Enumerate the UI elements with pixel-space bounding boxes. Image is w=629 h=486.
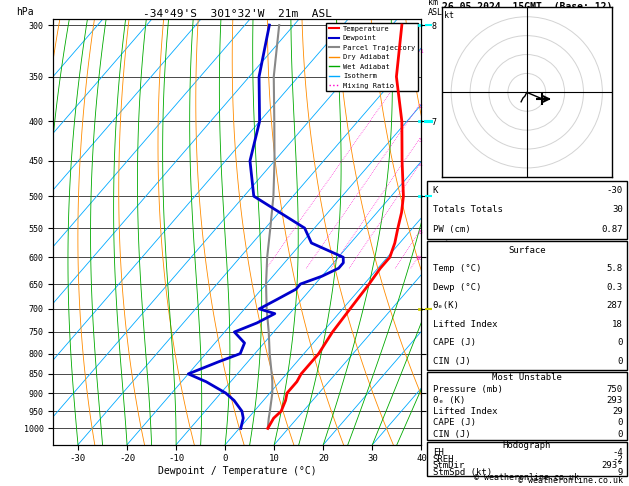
Text: Hodograph: Hodograph [503,441,551,450]
Text: CIN (J): CIN (J) [433,430,470,439]
Text: 29: 29 [612,407,623,416]
Text: Surface: Surface [508,246,545,255]
Text: kt: kt [443,11,454,20]
Text: 10: 10 [415,256,423,260]
Text: 750: 750 [607,384,623,394]
Text: 5.8: 5.8 [607,264,623,273]
Text: 293: 293 [607,396,623,405]
Bar [426,372,627,440]
Text: 26.05.2024  15GMT  (Base: 12): 26.05.2024 15GMT (Base: 12) [442,2,612,12]
Text: -2: -2 [612,454,623,464]
Text: Most Unstable: Most Unstable [492,373,562,382]
Text: km
ASL: km ASL [428,0,443,17]
Text: Pressure (mb): Pressure (mb) [433,384,503,394]
Bar [426,241,627,370]
Text: Temp (°C): Temp (°C) [433,264,481,273]
Bar [426,442,627,476]
Text: © weatheronline.co.uk: © weatheronline.co.uk [518,476,623,485]
Text: hPa: hPa [16,7,33,17]
Text: 18: 18 [612,320,623,329]
Legend: Temperature, Dewpoint, Parcel Trajectory, Dry Adiabat, Wet Adiabat, Isotherm, Mi: Temperature, Dewpoint, Parcel Trajectory… [326,23,418,91]
Text: 0: 0 [618,338,623,347]
Text: K: K [433,186,438,195]
Text: CIN (J): CIN (J) [433,357,470,365]
Text: θₑ(K): θₑ(K) [433,301,460,310]
Text: 9: 9 [618,469,623,477]
Text: 30: 30 [612,206,623,214]
Text: Lifted Index: Lifted Index [433,407,498,416]
Text: 4: 4 [419,163,423,168]
Text: 2: 2 [418,104,422,109]
Text: StmDir: StmDir [433,461,465,470]
Text: Totals Totals: Totals Totals [433,206,503,214]
Text: Lifted Index: Lifted Index [433,320,498,329]
X-axis label: Dewpoint / Temperature (°C): Dewpoint / Temperature (°C) [158,466,317,476]
Text: -30: -30 [607,186,623,195]
Text: SREH: SREH [433,454,454,464]
Text: 287: 287 [607,301,623,310]
Text: 293°: 293° [601,461,623,470]
Title: -34°49'S  301°32'W  21m  ASL: -34°49'S 301°32'W 21m ASL [143,9,332,18]
Text: LCL: LCL [487,407,503,416]
Text: CAPE (J): CAPE (J) [433,338,476,347]
Text: 0.3: 0.3 [607,283,623,292]
Bar [426,181,627,239]
Y-axis label: Mixing Ratio (g/kg): Mixing Ratio (g/kg) [442,181,451,283]
Text: EH: EH [433,448,443,457]
Text: StmSpd (kt): StmSpd (kt) [433,469,492,477]
Text: -4: -4 [612,448,623,457]
Text: 3: 3 [418,138,422,142]
Text: © weatheronline.co.uk: © weatheronline.co.uk [474,473,579,482]
Text: θₑ (K): θₑ (K) [433,396,465,405]
Text: 0: 0 [618,418,623,428]
Text: CAPE (J): CAPE (J) [433,418,476,428]
Text: Dewp (°C): Dewp (°C) [433,283,481,292]
Text: 0: 0 [618,357,623,365]
Text: 8: 8 [418,230,422,235]
Text: 0: 0 [618,430,623,439]
Text: 1: 1 [420,49,423,54]
Text: PW (cm): PW (cm) [433,225,470,234]
Text: 0.87: 0.87 [601,225,623,234]
